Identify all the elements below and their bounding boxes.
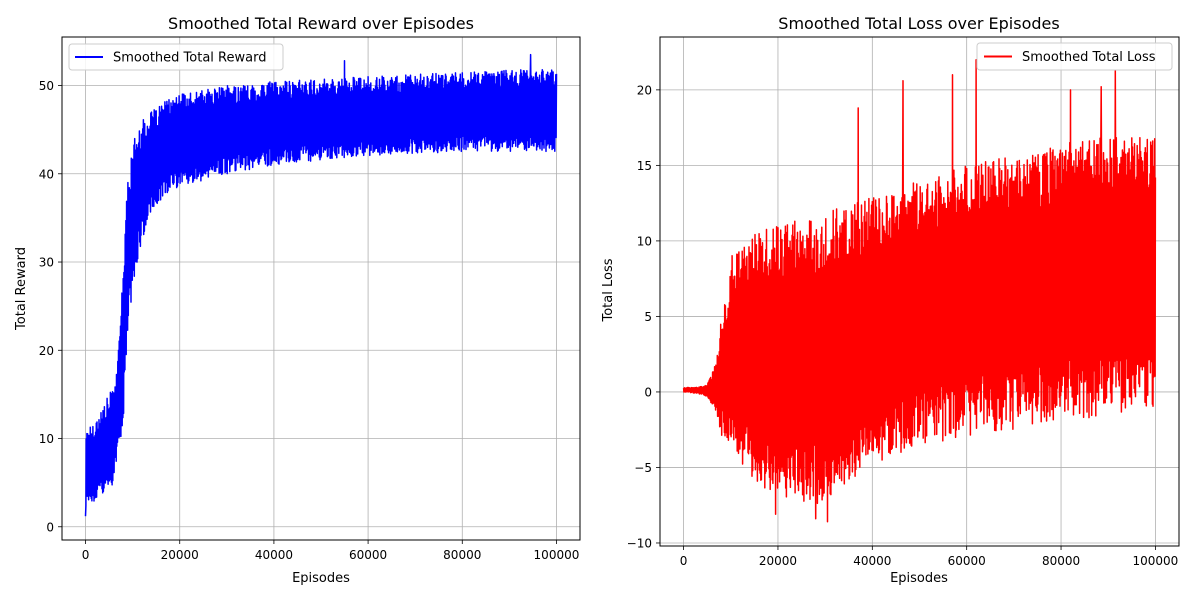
reward-chart-y-ticks: 0 10 20 30 40 50	[39, 79, 62, 534]
x-tick-label: 80000	[1042, 554, 1080, 568]
x-tick-label: 0	[680, 554, 688, 568]
legend-box	[68, 43, 284, 71]
y-tick-label: 10	[39, 432, 54, 446]
loss-chart-legend: Smoothed Total Loss	[976, 42, 1173, 71]
x-tick-label: 100000	[1133, 554, 1179, 568]
x-tick-label: 20000	[759, 554, 797, 568]
y-tick-label: −5	[634, 461, 652, 475]
x-tick-label: 40000	[853, 554, 891, 568]
x-tick-label: 40000	[255, 548, 293, 562]
reward-chart-frame	[61, 36, 581, 541]
legend-entry-label: Smoothed Total Loss	[1022, 50, 1156, 65]
loss-chart-x-label: Episodes	[890, 571, 948, 586]
x-tick-label: 60000	[349, 548, 387, 562]
reward-chart-title: Smoothed Total Reward over Episodes	[168, 14, 474, 33]
x-tick-label: 20000	[161, 548, 199, 562]
y-tick-label: 50	[39, 79, 54, 93]
reward-chart-y-label: Total Reward	[14, 247, 29, 331]
y-tick-label: 0	[644, 385, 652, 399]
reward-chart-x-label: Episodes	[292, 571, 350, 586]
loss-chart-x-ticks: 0 20000 40000 60000 80000 100000	[680, 546, 1179, 568]
loss-series-line	[682, 58, 1157, 523]
y-tick-label: 20	[39, 344, 54, 358]
x-tick-label: 80000	[443, 548, 481, 562]
loss-chart-y-ticks: −10 −5 0 5 10 15 20	[627, 83, 660, 550]
reward-chart-series	[84, 53, 558, 517]
x-tick-label: 60000	[948, 554, 986, 568]
reward-series-line	[84, 53, 558, 517]
x-tick-label: 100000	[534, 548, 580, 562]
y-tick-label: 0	[46, 520, 54, 534]
loss-chart-panel: 0 20000 40000 60000 80000 100000 −10 −5 0 5 10 15 2…	[601, 14, 1180, 586]
y-tick-label: 5	[644, 310, 652, 324]
legend-entry-label: Smoothed Total Reward	[113, 51, 266, 66]
loss-chart-series	[682, 58, 1157, 523]
reward-chart-panel: 0 20000 40000 60000 80000 100000 01020304050 …	[14, 14, 581, 586]
x-tick-label: 0	[82, 548, 90, 562]
y-tick-label: 40	[39, 167, 54, 181]
loss-chart-y-label: Total Loss	[601, 258, 616, 322]
y-tick-label: 30	[39, 256, 54, 270]
y-tick-label: 15	[637, 159, 652, 173]
reward-chart-x-ticks: 0 20000 40000 60000 80000 100000	[82, 540, 580, 562]
loss-chart-frame	[659, 36, 1180, 547]
loss-chart-title: Smoothed Total Loss over Episodes	[778, 14, 1059, 33]
legend-box	[976, 42, 1173, 71]
y-tick-label: −10	[627, 536, 652, 550]
y-tick-label: 20	[637, 83, 652, 97]
reward-chart-legend: Smoothed Total Reward	[68, 43, 284, 71]
y-tick-label: 10	[637, 234, 652, 248]
